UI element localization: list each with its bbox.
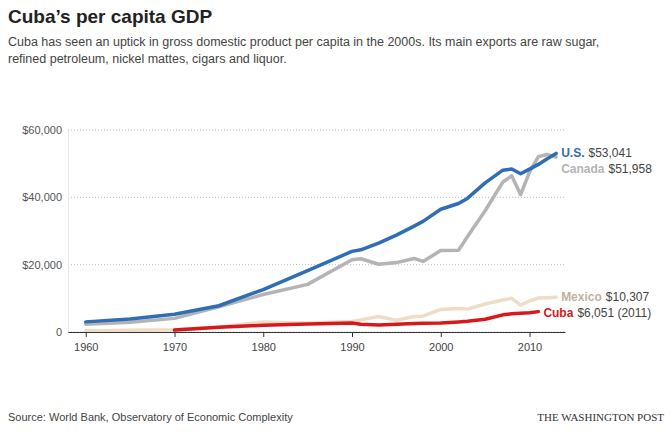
x-tick-label: 2010 bbox=[518, 341, 542, 353]
title: Cuba’s per capita GDP bbox=[8, 6, 648, 28]
credit: THE WASHINGTON POST bbox=[537, 411, 664, 423]
header: Cuba’s per capita GDP Cuba has seen an u… bbox=[8, 6, 648, 68]
series-label: Cuba $6,051 (2011) bbox=[543, 306, 651, 320]
x-tick-label: 1960 bbox=[74, 341, 98, 353]
series-label: Mexico $10,307 bbox=[561, 290, 649, 304]
value-label: $51,958 bbox=[608, 162, 652, 176]
grid-line bbox=[68, 130, 565, 131]
x-tick-mark bbox=[530, 332, 531, 337]
series-label: Canada$51,958 bbox=[561, 162, 652, 176]
series-name: Mexico bbox=[561, 290, 602, 304]
x-tick-mark bbox=[86, 332, 87, 337]
y-tick-label: $60,000 bbox=[22, 124, 62, 136]
y-tick: $20,000 bbox=[22, 259, 68, 271]
x-tick: 1980 bbox=[252, 332, 276, 353]
x-tick: 1970 bbox=[163, 332, 187, 353]
y-tick: $40,000 bbox=[22, 191, 68, 203]
x-tick: 1990 bbox=[340, 332, 364, 353]
x-tick-mark bbox=[352, 332, 353, 337]
x-tick-label: 1990 bbox=[340, 341, 364, 353]
series-name: Cuba bbox=[543, 306, 573, 320]
y-tick: 0 bbox=[56, 326, 68, 338]
series-line bbox=[86, 154, 556, 324]
x-axis-line bbox=[69, 332, 566, 333]
end-labels: U.S. $53,041 Canada$51,958 Mexico $10,307 Cub… bbox=[543, 146, 652, 320]
series-line bbox=[86, 153, 556, 321]
value-label: $6,051 (2011) bbox=[577, 306, 651, 320]
lines bbox=[86, 153, 556, 330]
value-label: $53,041 bbox=[588, 146, 632, 160]
series-label: U.S. $53,041 bbox=[561, 146, 632, 160]
x-tick-label: 1970 bbox=[163, 341, 187, 353]
x-axis: 1960 1970 1980 1990 2000 2010 bbox=[69, 332, 566, 353]
value-label: $10,307 bbox=[606, 290, 650, 304]
y-axis-line bbox=[68, 131, 69, 333]
series-name: Canada bbox=[561, 162, 605, 176]
x-tick-label: 1980 bbox=[252, 341, 276, 353]
x-tick-label: 2000 bbox=[429, 341, 453, 353]
x-tick-mark bbox=[263, 332, 264, 337]
x-tick-mark bbox=[441, 332, 442, 337]
grid bbox=[68, 130, 565, 332]
x-tick-mark bbox=[175, 332, 176, 337]
source: Source: World Bank, Observatory of Econo… bbox=[8, 411, 293, 423]
series-line bbox=[175, 312, 539, 330]
x-tick: 2010 bbox=[518, 332, 542, 353]
y-tick-label: $20,000 bbox=[22, 259, 62, 271]
y-axis: 0 $20,000 $40,000 $60,000 bbox=[22, 124, 68, 338]
y-tick: $60,000 bbox=[22, 124, 68, 136]
x-tick: 1960 bbox=[74, 332, 98, 353]
grid-line bbox=[68, 197, 565, 198]
y-tick-label: $40,000 bbox=[22, 191, 62, 203]
series-line bbox=[86, 297, 556, 331]
chart: 0 $20,000 $40,000 $60,000 1960 1970 1980 1990 20… bbox=[0, 0, 672, 438]
subtitle: Cuba has seen an uptick in gross domesti… bbox=[8, 34, 628, 68]
y-tick-label: 0 bbox=[56, 326, 62, 338]
x-tick: 2000 bbox=[429, 332, 453, 353]
series-name: U.S. bbox=[561, 146, 584, 160]
